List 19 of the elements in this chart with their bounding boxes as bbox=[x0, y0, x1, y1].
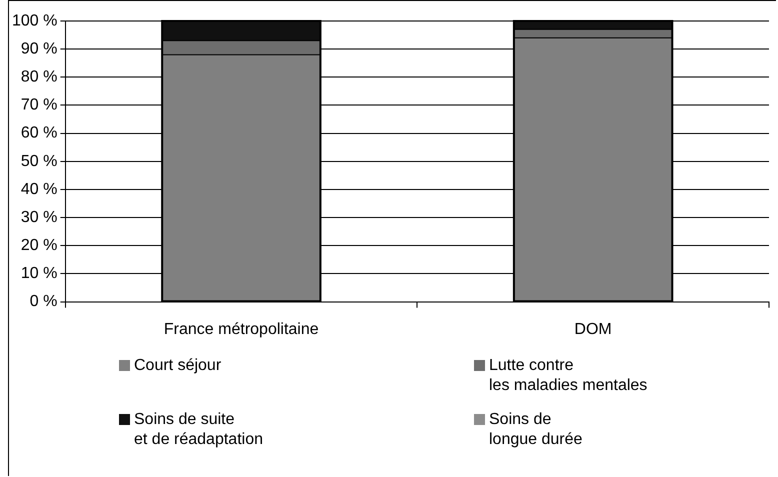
y-tick-label: 40 % bbox=[20, 180, 58, 198]
legend-label: Soins de suite et de réadaptation bbox=[134, 410, 263, 450]
legend-label: Soins de longue durée bbox=[489, 410, 582, 450]
x-tick-label: DOM bbox=[574, 320, 612, 338]
y-tick-label: 60 % bbox=[20, 124, 58, 142]
y-tick-label: 70 % bbox=[20, 96, 58, 114]
y-tick-label: 0 % bbox=[30, 293, 58, 310]
y-tick-label: 90 % bbox=[20, 40, 58, 58]
bar bbox=[162, 21, 320, 41]
legend-label: Lutte contre les maladies mentales bbox=[489, 356, 648, 396]
y-tick-label: 50 % bbox=[20, 152, 58, 170]
x-tick-label: France métropolitaine bbox=[164, 320, 319, 338]
y-tick-label: 100 % bbox=[12, 12, 58, 30]
bar bbox=[162, 40, 320, 55]
y-tick-label: 80 % bbox=[20, 68, 58, 86]
y-tick-label: 30 % bbox=[20, 208, 58, 226]
y-tick-label: 10 % bbox=[20, 265, 58, 282]
legend-label: Court séjour bbox=[134, 356, 222, 376]
y-tick-label: 20 % bbox=[20, 237, 58, 254]
